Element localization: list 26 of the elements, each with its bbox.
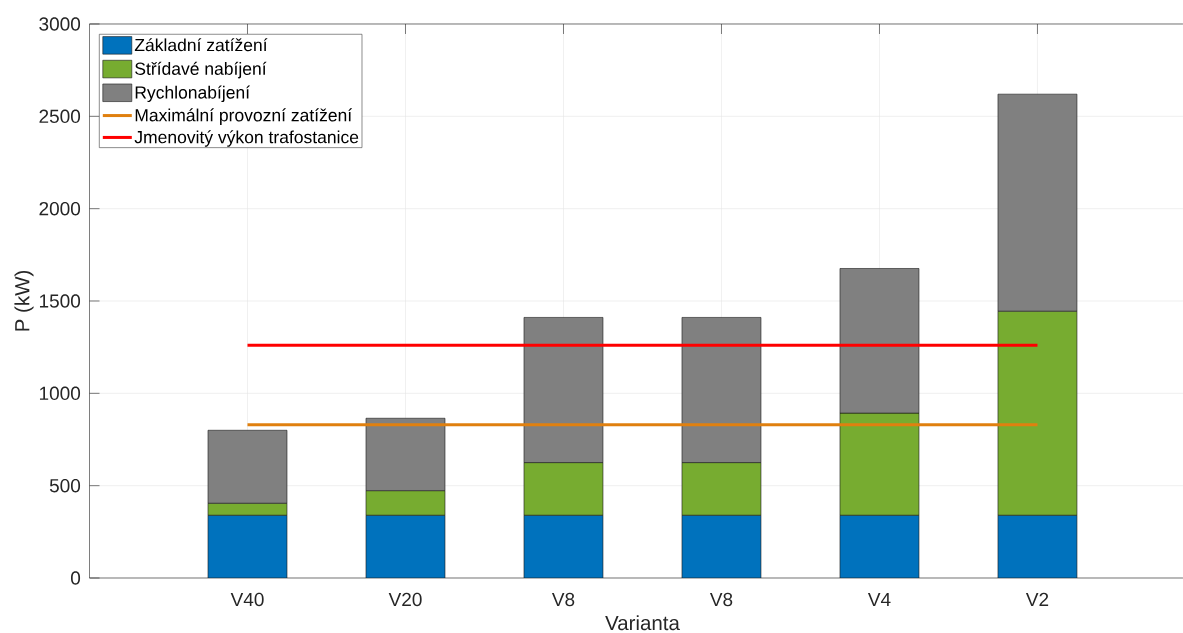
legend-label: Základní zatížení [134, 38, 268, 52]
y-tick-label: 1000 [39, 386, 81, 401]
x-tick-label: V40 [230, 592, 264, 607]
x-tick-label: V8 [709, 592, 733, 607]
bar [997, 514, 1078, 578]
x-tick-label: V4 [867, 592, 891, 606]
y-tick-label: 2500 [39, 109, 81, 124]
bar [681, 514, 762, 578]
y-tick-label: 1500 [39, 294, 81, 308]
legend-label: Střídavé nabíjení [135, 61, 267, 79]
x-tick-label: V2 [1025, 592, 1049, 606]
y-tick-label: 0 [70, 571, 81, 585]
bar [523, 514, 604, 578]
y-tick-label: 500 [49, 478, 81, 493]
bar [839, 514, 920, 578]
legend-label: Jmenovitý výkon trafostanice [134, 130, 359, 147]
x-tick-label: V8 [551, 592, 575, 607]
y-tick-label: 3000 [39, 17, 81, 31]
y-axis-title: P (kW) [14, 270, 34, 331]
legend-label: Rychlonabíjení [135, 85, 250, 103]
y-tick-label: 2000 [39, 201, 81, 216]
bar [365, 514, 446, 578]
x-axis-title: Varianta [605, 615, 680, 631]
bar [207, 514, 288, 578]
x-tick-label: V20 [388, 592, 422, 607]
legend-label: Maximální provozní zatížení [135, 108, 353, 125]
